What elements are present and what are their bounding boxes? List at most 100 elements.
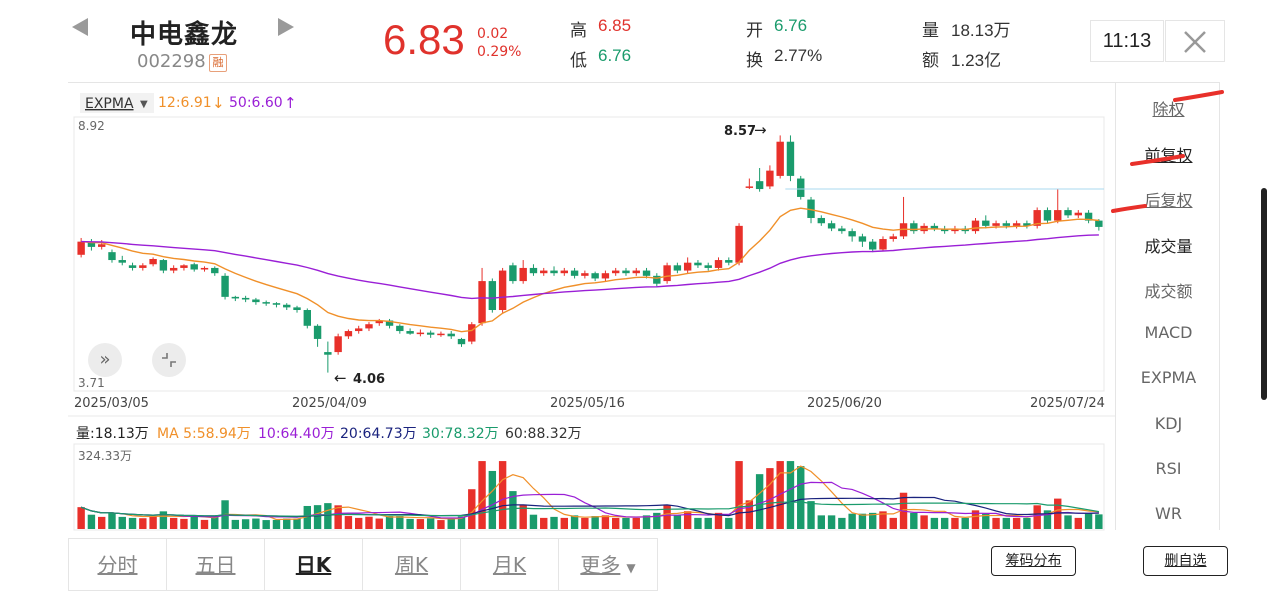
candle xyxy=(313,325,322,339)
volume-bar xyxy=(77,507,85,529)
volume-bar xyxy=(252,518,260,529)
ema-12-line xyxy=(81,207,1099,333)
volume-bar xyxy=(354,517,363,529)
option-kdj[interactable]: KDJ xyxy=(1154,414,1183,433)
option-macd[interactable]: MACD xyxy=(1144,323,1193,342)
candle xyxy=(858,236,867,242)
tab-five-day[interactable]: 五日 xyxy=(167,539,265,591)
volume-bar xyxy=(1054,498,1062,529)
candle xyxy=(252,299,260,303)
volume-bar xyxy=(951,517,959,529)
chart-area[interactable]: EXPMA ▼ 12:6.91 ↓ 50:6.60 ↑ 8.92 3.71 8.… xyxy=(68,82,1115,531)
volume-bar xyxy=(241,519,250,529)
candle xyxy=(468,324,476,342)
date-tick: 2025/04/09 xyxy=(292,396,367,411)
option-ex-rights[interactable]: 除权 xyxy=(1152,100,1185,119)
candle xyxy=(118,260,126,263)
volume-bar xyxy=(293,518,301,529)
candle xyxy=(1064,210,1072,216)
volume-bar xyxy=(858,513,867,529)
tab-intraday[interactable]: 分时 xyxy=(69,539,167,591)
option-amount[interactable]: 成交额 xyxy=(1144,282,1193,301)
expand-left-button[interactable]: » xyxy=(88,343,122,377)
option-expma[interactable]: EXPMA xyxy=(1140,368,1197,387)
candle xyxy=(231,296,240,299)
amount-label: 额 xyxy=(922,51,939,71)
volume-ma-30-line xyxy=(80,501,1100,517)
chip-distribution-button[interactable]: 筹码分布 xyxy=(991,546,1076,576)
volume-bar xyxy=(108,512,116,529)
candle xyxy=(169,267,178,271)
ema12-arrow-icon: ↓ xyxy=(212,94,225,112)
tab-weekly-k[interactable]: 周K xyxy=(363,539,461,591)
candle xyxy=(149,258,157,265)
candle xyxy=(385,320,394,326)
turnover-value: 2.77% xyxy=(774,46,823,65)
candle xyxy=(807,199,815,218)
volume-bar xyxy=(159,511,168,529)
previous-stock-icon[interactable] xyxy=(72,18,88,36)
tab-daily-k[interactable]: 日K xyxy=(265,539,363,591)
volume-bar xyxy=(611,517,620,529)
open-value: 6.76 xyxy=(774,16,808,35)
volume-bar xyxy=(416,519,425,529)
tab-monthly-k[interactable]: 月K xyxy=(461,539,559,591)
candle xyxy=(992,223,1000,226)
volume-bar xyxy=(1084,512,1093,529)
indicator-name[interactable]: EXPMA xyxy=(85,96,134,112)
indicator-dropdown-icon[interactable]: ▼ xyxy=(140,99,148,110)
price-panel xyxy=(73,116,1105,392)
candle xyxy=(704,265,712,268)
volume-max-label: 324.33万 xyxy=(78,449,132,463)
candle xyxy=(437,333,445,336)
amount-value: 1.23亿 xyxy=(951,51,1002,70)
candle xyxy=(498,270,507,311)
scrollbar[interactable] xyxy=(1261,188,1267,400)
candle xyxy=(632,270,640,274)
volume-bar xyxy=(262,520,270,529)
option-rsi[interactable]: RSI xyxy=(1155,459,1182,478)
candle xyxy=(344,331,353,337)
volume-bar xyxy=(653,512,661,529)
low-annotation: 4.06 xyxy=(353,372,385,387)
volume-bar xyxy=(940,517,949,529)
volume-bar xyxy=(879,511,887,529)
candle xyxy=(241,297,250,300)
option-volume[interactable]: 成交量 xyxy=(1144,237,1193,256)
candle xyxy=(97,244,106,247)
volume-bar xyxy=(97,516,106,529)
date-tick: 2025/03/05 xyxy=(74,396,149,411)
remove-watchlist-button[interactable]: 删自选 xyxy=(1143,546,1228,576)
candle xyxy=(324,352,332,355)
tab-more-label: 更多 xyxy=(580,553,621,577)
volume-bar xyxy=(200,519,209,529)
candle xyxy=(272,303,281,305)
volume-value: 18.13万 xyxy=(951,21,1011,40)
volume-bar xyxy=(468,489,476,529)
double-chevron-icon: » xyxy=(99,349,111,370)
kline-chart[interactable]: EXPMA ▼ 12:6.91 ↓ 50:6.60 ↑ 8.92 3.71 8.… xyxy=(68,83,1115,531)
high-annotation: 8.57 xyxy=(724,124,756,139)
option-backward-adjusted[interactable]: 后复权 xyxy=(1144,191,1193,210)
volume-bar xyxy=(848,513,856,529)
candle xyxy=(838,228,846,232)
collapse-button[interactable] xyxy=(152,343,186,377)
volume-panel xyxy=(73,443,1105,531)
volume-bar xyxy=(889,517,897,529)
tab-more[interactable]: 更多 ▼ xyxy=(559,539,657,591)
option-wr[interactable]: WR xyxy=(1155,504,1182,523)
volume-bar xyxy=(1074,517,1083,529)
close-button[interactable] xyxy=(1165,20,1225,62)
next-stock-icon[interactable] xyxy=(278,18,294,36)
volume-bar xyxy=(868,512,877,529)
volume-ma-5-line xyxy=(80,465,1099,521)
candle xyxy=(211,267,219,274)
candle xyxy=(601,273,610,279)
close-icon xyxy=(1184,31,1206,53)
candle xyxy=(817,217,826,224)
volume-bar xyxy=(601,515,610,529)
volume-bar xyxy=(920,515,928,529)
volume-bar xyxy=(385,516,394,529)
indicator-selector[interactable] xyxy=(80,93,154,113)
volume-bar xyxy=(488,470,497,529)
